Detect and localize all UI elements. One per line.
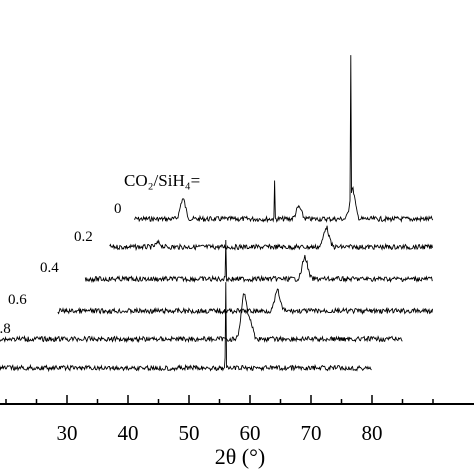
x-tick-label: 80 bbox=[362, 421, 383, 445]
series-label-0.6: 0.6 bbox=[8, 292, 27, 308]
x-tick-label: 60 bbox=[240, 421, 261, 445]
series-label-0.8: 0.8 bbox=[0, 321, 11, 337]
x-tick-label: 30 bbox=[57, 421, 78, 445]
series-label-0: 0 bbox=[114, 201, 122, 217]
series-line-1 bbox=[0, 282, 372, 373]
legend-title: CO₂/SiH₄= bbox=[124, 171, 200, 190]
x-tick-label: 70 bbox=[301, 421, 322, 445]
x-tick-label: 50 bbox=[179, 421, 200, 445]
series-line-0.6 bbox=[57, 288, 434, 315]
x-axis-title: 2θ (°) bbox=[215, 444, 266, 469]
series-line-0.2 bbox=[109, 225, 433, 252]
x-tick-label: 40 bbox=[118, 421, 139, 445]
series-layer bbox=[0, 55, 434, 373]
series-line-0 bbox=[133, 55, 434, 224]
series-line-0.8 bbox=[0, 293, 403, 344]
series-label-0.2: 0.2 bbox=[74, 229, 93, 245]
series-label-0.4: 0.4 bbox=[40, 260, 59, 276]
x-axis: 30 40 50 60 70 80 bbox=[0, 395, 474, 445]
labels: CO₂/SiH₄= 2θ (°) 0 0.2 0.4 0.6 0.8 bbox=[0, 171, 265, 469]
series-line-0.4 bbox=[84, 239, 433, 284]
